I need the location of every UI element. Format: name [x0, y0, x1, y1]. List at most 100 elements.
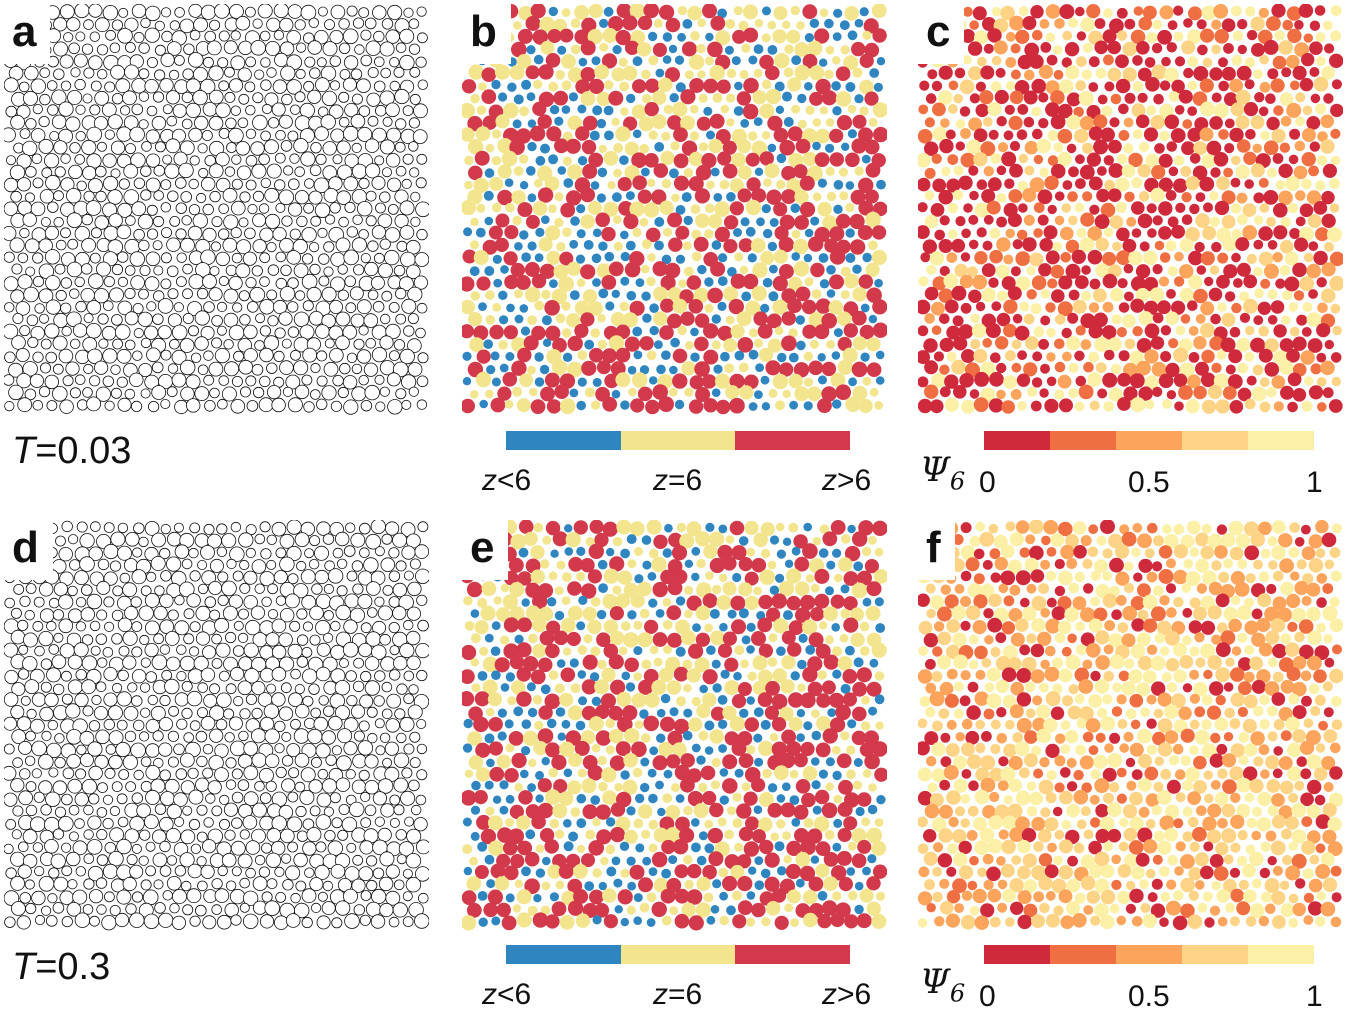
- particle: [872, 520, 887, 536]
- particle: [598, 288, 609, 299]
- particle: [202, 102, 218, 117]
- particle: [939, 138, 954, 154]
- particle: [589, 672, 600, 682]
- particle: [982, 17, 996, 31]
- particle: [218, 818, 230, 830]
- particle: [551, 901, 567, 917]
- particle: [101, 325, 117, 341]
- particle: [694, 336, 709, 352]
- particle: [336, 140, 351, 155]
- particle: [470, 805, 481, 815]
- particle: [584, 339, 595, 350]
- particle: [786, 741, 802, 757]
- particle: [46, 620, 57, 632]
- particle: [518, 790, 533, 805]
- particle: [485, 290, 495, 300]
- particle: [1110, 93, 1122, 105]
- particle: [739, 385, 754, 400]
- particle: [526, 92, 536, 102]
- particle: [585, 829, 596, 840]
- particle: [18, 668, 30, 680]
- particle: [716, 595, 732, 610]
- particle: [694, 188, 710, 204]
- particle: [200, 667, 216, 683]
- particle: [1096, 188, 1110, 203]
- particle: [651, 901, 667, 917]
- particle: [67, 679, 83, 695]
- particle: [621, 671, 631, 681]
- particle: [1093, 312, 1108, 328]
- particle: [197, 364, 209, 376]
- particle: [807, 40, 823, 56]
- particle: [569, 290, 580, 300]
- particle: [1152, 215, 1163, 226]
- particle: [57, 815, 74, 832]
- particle: [1257, 301, 1272, 315]
- particle: [838, 557, 853, 572]
- particle: [1295, 190, 1306, 201]
- particle: [530, 545, 545, 560]
- particle: [1209, 116, 1223, 130]
- particle: [245, 179, 257, 191]
- particle: [809, 65, 825, 81]
- particle: [209, 89, 224, 105]
- particle: [4, 916, 16, 928]
- particle: [379, 335, 394, 350]
- particle: [626, 856, 636, 866]
- particle: [74, 818, 85, 829]
- particle: [710, 609, 720, 619]
- particle: [230, 840, 246, 856]
- particle: [601, 275, 617, 290]
- particle: [65, 703, 81, 719]
- particle: [1030, 400, 1042, 412]
- particle: [178, 162, 194, 179]
- particle: [746, 645, 755, 654]
- particle: [286, 30, 302, 45]
- particle: [138, 288, 149, 300]
- particle: [723, 239, 738, 254]
- particle: [1313, 201, 1328, 215]
- particle: [233, 350, 245, 362]
- particle: [180, 191, 193, 203]
- particle: [605, 817, 616, 827]
- particle: [671, 783, 680, 793]
- particle: [159, 840, 171, 853]
- particle: [1207, 533, 1223, 549]
- particle: [402, 153, 414, 165]
- particle: [470, 217, 479, 227]
- particle: [314, 126, 329, 141]
- particle: [639, 709, 649, 719]
- particle: [196, 707, 208, 719]
- particle: [279, 533, 295, 549]
- particle: [96, 261, 112, 277]
- particle: [358, 7, 370, 19]
- particle: [478, 302, 487, 311]
- particle: [122, 630, 138, 646]
- particle: [576, 844, 586, 854]
- particle: [140, 707, 151, 718]
- particle: [663, 227, 673, 237]
- particle: [467, 731, 482, 746]
- particle: [1116, 227, 1130, 242]
- particle: [1043, 520, 1058, 535]
- particle: [153, 633, 165, 645]
- particle: [1001, 400, 1015, 414]
- particle: [704, 303, 714, 313]
- particle: [615, 372, 631, 388]
- particle: [388, 596, 401, 608]
- particle: [608, 728, 624, 744]
- particle: [211, 315, 223, 327]
- particle: [639, 365, 650, 375]
- particle: [275, 595, 287, 606]
- particle: [481, 89, 497, 105]
- particle: [842, 347, 858, 363]
- particle: [324, 338, 335, 349]
- particle: [954, 67, 966, 79]
- particle: [826, 289, 836, 298]
- particle: [768, 388, 778, 398]
- particle: [959, 106, 971, 117]
- particle: [108, 213, 123, 228]
- particle: [495, 114, 510, 129]
- particle: [464, 769, 474, 778]
- particle: [396, 683, 408, 695]
